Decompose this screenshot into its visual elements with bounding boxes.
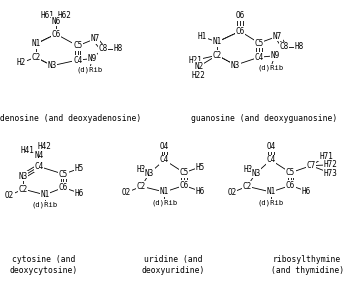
Text: N2: N2 <box>194 62 203 71</box>
Text: C2: C2 <box>242 182 252 191</box>
Text: H8: H8 <box>295 42 304 51</box>
Text: N3: N3 <box>251 169 261 178</box>
Text: N9: N9 <box>88 54 97 63</box>
Text: (d)Rib: (d)Rib <box>76 67 103 74</box>
Text: N1: N1 <box>213 37 222 46</box>
Text: C5: C5 <box>255 39 264 47</box>
Text: C6: C6 <box>179 181 189 190</box>
Text: C4: C4 <box>160 156 169 164</box>
Text: C2: C2 <box>137 182 146 191</box>
Text: C5: C5 <box>179 168 189 177</box>
Text: H5: H5 <box>75 164 84 173</box>
Text: H72: H72 <box>324 160 338 169</box>
Text: C2: C2 <box>213 51 222 60</box>
Text: H8: H8 <box>113 44 122 53</box>
Text: C5: C5 <box>286 168 295 177</box>
Text: (d)Rib: (d)Rib <box>258 199 284 206</box>
Text: uridine (and
deoxyuridine): uridine (and deoxyuridine) <box>141 255 205 275</box>
Text: N6: N6 <box>51 17 61 26</box>
Text: C4: C4 <box>34 162 44 171</box>
Text: N1: N1 <box>40 190 50 199</box>
Text: H2: H2 <box>17 58 26 67</box>
Text: N7: N7 <box>90 34 99 43</box>
Text: O4: O4 <box>266 142 275 151</box>
Text: H42: H42 <box>37 142 51 151</box>
Text: C2: C2 <box>31 53 40 62</box>
Text: H73: H73 <box>324 169 338 178</box>
Text: N1: N1 <box>31 39 40 48</box>
Text: N7: N7 <box>273 32 282 41</box>
Text: (d)Rib: (d)Rib <box>32 201 58 208</box>
Text: H61: H61 <box>41 11 55 20</box>
Text: C5: C5 <box>73 41 82 50</box>
Text: C4: C4 <box>73 55 82 65</box>
Text: H3: H3 <box>137 165 146 174</box>
Text: C4: C4 <box>266 156 275 164</box>
Text: H6: H6 <box>75 188 84 198</box>
Text: H5: H5 <box>195 162 205 172</box>
Text: C5: C5 <box>59 170 68 179</box>
Text: C8: C8 <box>280 42 289 51</box>
Text: O2: O2 <box>5 191 14 200</box>
Text: H6: H6 <box>302 187 311 196</box>
Text: H62: H62 <box>58 11 72 20</box>
Text: C8: C8 <box>98 44 108 53</box>
Text: (d)Rib: (d)Rib <box>258 64 284 71</box>
Text: C6: C6 <box>59 183 68 192</box>
Text: N9: N9 <box>270 51 279 60</box>
Text: C7: C7 <box>307 161 316 170</box>
Text: H1: H1 <box>198 32 207 41</box>
Text: O4: O4 <box>160 142 169 151</box>
Text: H41: H41 <box>20 146 34 154</box>
Text: cytosine (and
deoxycytosine): cytosine (and deoxycytosine) <box>10 255 78 275</box>
Text: N1: N1 <box>266 188 275 196</box>
Text: H71: H71 <box>319 152 333 161</box>
Text: C2: C2 <box>19 185 28 194</box>
Text: N1: N1 <box>160 188 169 196</box>
Text: guanosine (and deoxyguanosine): guanosine (and deoxyguanosine) <box>190 114 337 123</box>
Text: C6: C6 <box>235 27 245 36</box>
Text: N3: N3 <box>231 61 240 70</box>
Text: N3: N3 <box>19 172 28 181</box>
Text: O2: O2 <box>122 188 131 197</box>
Text: N3: N3 <box>47 61 57 70</box>
Text: adenosine (and deoxyadenosine): adenosine (and deoxyadenosine) <box>0 114 142 123</box>
Text: C6: C6 <box>286 181 295 190</box>
Text: H21: H21 <box>189 55 203 65</box>
Text: N3: N3 <box>145 169 154 178</box>
Text: H3: H3 <box>243 165 253 174</box>
Text: H22: H22 <box>192 72 206 80</box>
Text: ribosylthymine
(and thymidine): ribosylthymine (and thymidine) <box>270 255 344 275</box>
Text: N4: N4 <box>34 151 44 160</box>
Text: (d)Rib: (d)Rib <box>151 199 177 206</box>
Text: O6: O6 <box>235 11 245 20</box>
Text: C6: C6 <box>51 29 61 39</box>
Text: O2: O2 <box>228 188 237 197</box>
Text: H6: H6 <box>195 187 205 196</box>
Text: C4: C4 <box>255 53 264 62</box>
